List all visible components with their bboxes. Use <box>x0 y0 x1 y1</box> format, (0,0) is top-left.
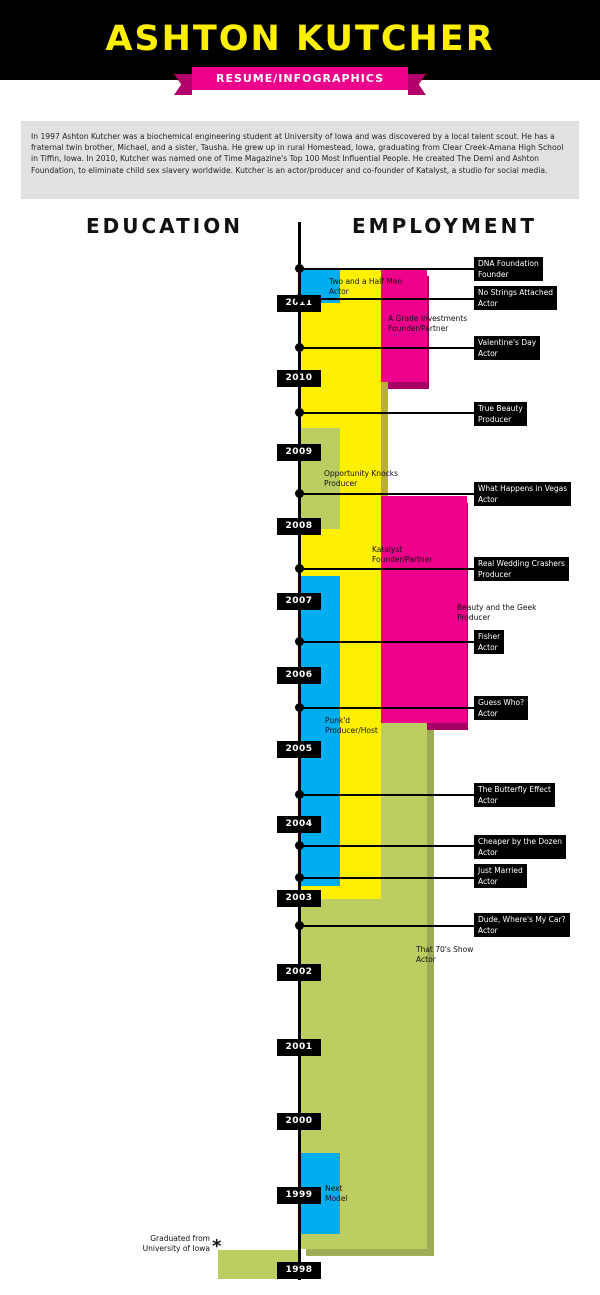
bar-punkd <box>301 576 340 886</box>
ribbon-tail-left <box>174 74 192 95</box>
event-dot <box>295 408 304 417</box>
event-connector <box>300 347 474 349</box>
event-connector <box>300 845 474 847</box>
event-label: DNA Foundation Founder <box>474 257 543 281</box>
education-label: Graduated from University of Iowa <box>142 1234 210 1253</box>
event-label: Guess Who? Actor <box>474 696 529 720</box>
bar-label: Beauty and the Geek Producer <box>457 603 537 622</box>
year-2008: 2008 <box>277 518 321 535</box>
event-label: Just Married Actor <box>474 864 527 888</box>
year-2007: 2007 <box>277 593 321 610</box>
event-label: Valentine's Day Actor <box>474 336 541 360</box>
year-2005: 2005 <box>277 741 321 758</box>
event-label: No Strings Attached Actor <box>474 286 557 310</box>
event-connector <box>300 268 474 270</box>
ribbon-tail-right <box>408 74 426 95</box>
event-dot <box>295 841 304 850</box>
event-label: Real Wedding Crashers Producer <box>474 557 569 581</box>
event-dot <box>295 489 304 498</box>
event-connector <box>300 493 474 495</box>
subtitle-ribbon: RESUME/INFOGRAPHICS <box>192 67 408 90</box>
event-dot <box>295 294 304 303</box>
year-2000: 2000 <box>277 1113 321 1130</box>
event-connector <box>300 568 474 570</box>
year-1998: 1998 <box>277 1262 321 1279</box>
event-dot <box>295 637 304 646</box>
event-connector <box>300 412 474 414</box>
event-dot <box>295 873 304 882</box>
event-label: What Happens in Vegas Actor <box>474 482 572 506</box>
event-dot <box>295 343 304 352</box>
bar-label: Opportunity Knocks Producer <box>324 469 399 488</box>
event-label: The Butterfly Effect Actor <box>474 783 555 807</box>
event-connector <box>300 925 474 927</box>
event-connector <box>300 298 474 300</box>
event-dot <box>295 921 304 930</box>
year-2004: 2004 <box>277 816 321 833</box>
header-banner <box>0 0 600 80</box>
event-label: Cheaper by the Dozen Actor <box>474 835 566 859</box>
year-2006: 2006 <box>277 667 321 684</box>
bar-katalyst <box>381 496 467 723</box>
event-connector <box>300 707 474 709</box>
bar-a-grade-investments <box>381 269 427 382</box>
event-dot <box>295 564 304 573</box>
year-2001: 2001 <box>277 1039 321 1056</box>
bar-label: Punk'd Producer/Host <box>325 716 378 735</box>
event-label: True Beauty Producer <box>474 402 527 426</box>
event-connector <box>300 641 474 643</box>
year-1999: 1999 <box>277 1187 321 1204</box>
year-2010: 2010 <box>277 370 321 387</box>
event-dot <box>295 790 304 799</box>
bar-label: Next Model <box>325 1184 348 1203</box>
event-connector <box>300 877 474 879</box>
asterisk-icon: * <box>212 1236 222 1257</box>
year-2009: 2009 <box>277 444 321 461</box>
event-label: Dude, Where's My Car? Actor <box>474 913 570 937</box>
bar-label: That 70's Show Actor <box>416 945 474 964</box>
event-label: Fisher Actor <box>474 630 505 654</box>
event-dot <box>295 703 304 712</box>
page-title: ASHTON KUTCHER <box>105 19 495 59</box>
event-connector <box>300 794 474 796</box>
year-2003: 2003 <box>277 890 321 907</box>
bar-label: Katalyst Founder/Partner <box>372 545 433 564</box>
year-2002: 2002 <box>277 964 321 981</box>
bar-label: Two and a Half Men Actor <box>329 277 403 296</box>
employment-heading: EMPLOYMENT <box>352 214 537 238</box>
bio-text: In 1997 Ashton Kutcher was a biochemical… <box>21 121 579 199</box>
bar-label: A Grade Investments Founder/Partner <box>388 314 468 333</box>
education-heading: EDUCATION <box>86 214 243 238</box>
event-dot <box>295 264 304 273</box>
